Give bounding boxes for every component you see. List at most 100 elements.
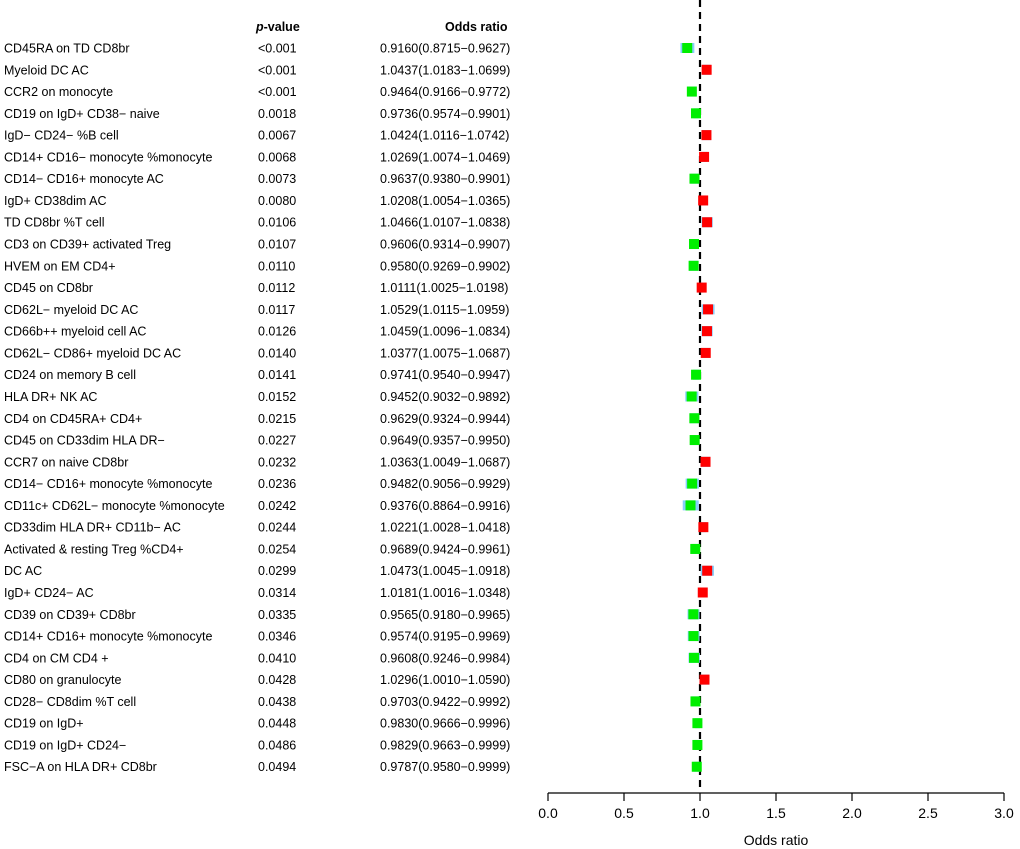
row-odds-ratio-text: 0.9608(0.9246−0.9984): [380, 651, 510, 665]
point-estimate: [701, 130, 712, 141]
row-pvalue: 0.0244: [258, 521, 296, 535]
x-tick-label: 1.0: [690, 805, 710, 821]
point-estimate: [697, 587, 708, 598]
point-estimate: [690, 696, 701, 707]
row-odds-ratio-text: 0.9736(0.9574−0.9901): [380, 107, 510, 121]
row-pvalue: 0.0410: [258, 651, 296, 665]
row-label: CD45 on CD33dim HLA DR−: [4, 434, 165, 448]
point-estimate: [686, 86, 697, 97]
row-odds-ratio-text: 0.9703(0.9422−0.9992): [380, 695, 510, 709]
row-odds-ratio-text: 0.9741(0.9540−0.9947): [380, 368, 510, 382]
row-odds-ratio-text: 1.0181(1.0016−1.0348): [380, 586, 510, 600]
row-odds-ratio-text: 0.9606(0.9314−0.9907): [380, 238, 510, 252]
x-tick-label: 1.5: [766, 805, 786, 821]
point-estimate: [688, 609, 699, 620]
row-label: CD4 on CM CD4 +: [4, 651, 109, 665]
point-estimate: [689, 435, 700, 446]
row-odds-ratio-text: 1.0437(1.0183−1.0699): [380, 63, 510, 77]
point-estimate: [701, 326, 712, 337]
point-estimate: [699, 674, 710, 685]
row-pvalue: 0.0254: [258, 542, 296, 556]
row-label: CD24 on memory B cell: [4, 368, 136, 382]
point-estimate: [703, 304, 714, 315]
row-pvalue: 0.0486: [258, 738, 296, 752]
row-pvalue: 0.0080: [258, 194, 296, 208]
row-odds-ratio-text: 0.9464(0.9166−0.9772): [380, 85, 510, 99]
row-label: CD19 on IgD+: [4, 717, 84, 731]
row-pvalue: 0.0448: [258, 717, 296, 731]
row-label: CCR2 on monocyte: [4, 85, 113, 99]
row-label: CD14− CD16+ monocyte %monocyte: [4, 477, 212, 491]
row-pvalue: 0.0299: [258, 564, 296, 578]
row-pvalue: 0.0438: [258, 695, 296, 709]
row-odds-ratio-text: 1.0377(1.0075−1.0687): [380, 346, 510, 360]
row-pvalue: 0.0073: [258, 172, 296, 186]
odds-ratio-header: Odds ratio: [445, 20, 508, 34]
row-pvalue: 0.0106: [258, 216, 296, 230]
x-tick-label: 2.0: [842, 805, 862, 821]
row-odds-ratio-text: 0.9629(0.9324−0.9944): [380, 412, 510, 426]
row-label: HVEM on EM CD4+: [4, 259, 116, 273]
row-odds-ratio-text: 1.0208(1.0054−1.0365): [380, 194, 510, 208]
column-headers: p-value Odds ratio: [255, 20, 508, 34]
row-label: IgD+ CD24− AC: [4, 586, 94, 600]
row-pvalue: 0.0232: [258, 455, 296, 469]
row-label: CD45 on CD8br: [4, 281, 93, 295]
point-estimate: [689, 239, 700, 250]
row-pvalue: 0.0117: [258, 303, 295, 317]
point-estimate: [698, 195, 709, 206]
row-pvalue: 0.0314: [258, 586, 296, 600]
row-pvalue: 0.0141: [258, 368, 296, 382]
row-odds-ratio-text: 1.0529(1.0115−1.0959): [380, 303, 509, 317]
row-label: CD62L− CD86+ myeloid DC AC: [4, 346, 181, 360]
row-odds-ratio-text: 1.0424(1.0116−1.0742): [380, 129, 509, 143]
row-label: CD19 on IgD+ CD24−: [4, 738, 126, 752]
row-label: CD14+ CD16− monocyte %monocyte: [4, 150, 212, 164]
row-label: CD80 on granulocyte: [4, 673, 121, 687]
row-pvalue: 0.0112: [258, 281, 295, 295]
row-odds-ratio-text: 0.9482(0.9056−0.9929): [380, 477, 510, 491]
point-estimate: [689, 652, 700, 663]
row-pvalue: 0.0335: [258, 608, 296, 622]
point-estimate: [688, 260, 699, 271]
point-estimate: [689, 413, 700, 424]
row-odds-ratio-text: 0.9452(0.9032−0.9892): [380, 390, 510, 404]
row-pvalue: 0.0152: [258, 390, 296, 404]
row-pvalue: 0.0428: [258, 673, 296, 687]
row-pvalue: 0.0236: [258, 477, 296, 491]
row-pvalue: 0.0110: [258, 259, 295, 273]
row-label: CD66b++ myeloid cell AC: [4, 325, 146, 339]
point-estimate: [687, 478, 698, 489]
row-pvalue: <0.001: [258, 63, 297, 77]
x-axis: 0.0 0.5 1.0 1.5 2.0 2.5 3.0: [538, 792, 1014, 821]
row-odds-ratio-text: 0.9829(0.9663−0.9999): [380, 738, 510, 752]
row-label: CD45RA on TD CD8br: [4, 42, 130, 56]
x-tick-label: 3.0: [994, 805, 1014, 821]
row-label: CD39 on CD39+ CD8br: [4, 608, 136, 622]
point-estimate: [701, 64, 712, 75]
row-odds-ratio-text: 1.0466(1.0107−1.0838): [380, 216, 510, 230]
row-odds-ratio-text: 1.0296(1.0010−1.0590): [380, 673, 510, 687]
row-label: CD3 on CD39+ activated Treg: [4, 238, 171, 252]
row-pvalue: 0.0126: [258, 325, 296, 339]
x-axis-title: Odds ratio: [744, 832, 809, 848]
point-estimate: [685, 500, 696, 511]
row-odds-ratio-text: 1.0221(1.0028−1.0418): [380, 521, 510, 535]
row-label: CD4 on CD45RA+ CD4+: [4, 412, 142, 426]
pvalue-header-prefix: p: [255, 20, 264, 34]
row-odds-ratio-text: 1.0363(1.0049−1.0687): [380, 455, 510, 469]
row-label: CD14+ CD16+ monocyte %monocyte: [4, 630, 212, 644]
row-odds-ratio-text: 0.9637(0.9380−0.9901): [380, 172, 510, 186]
x-tick-label: 0.5: [614, 805, 634, 821]
row-label: IgD+ CD38dim AC: [4, 194, 106, 208]
row-pvalue: 0.0227: [258, 434, 296, 448]
row-pvalue: 0.0242: [258, 499, 296, 513]
point-estimate: [688, 631, 699, 642]
row-label: Myeloid DC AC: [4, 63, 89, 77]
row-label: HLA DR+ NK AC: [4, 390, 97, 404]
row-odds-ratio-text: 0.9649(0.9357−0.9950): [380, 434, 510, 448]
x-tick-label: 2.5: [918, 805, 938, 821]
row-pvalue: 0.0346: [258, 630, 296, 644]
row-label: CD14− CD16+ monocyte AC: [4, 172, 164, 186]
point-estimate: [698, 522, 709, 533]
